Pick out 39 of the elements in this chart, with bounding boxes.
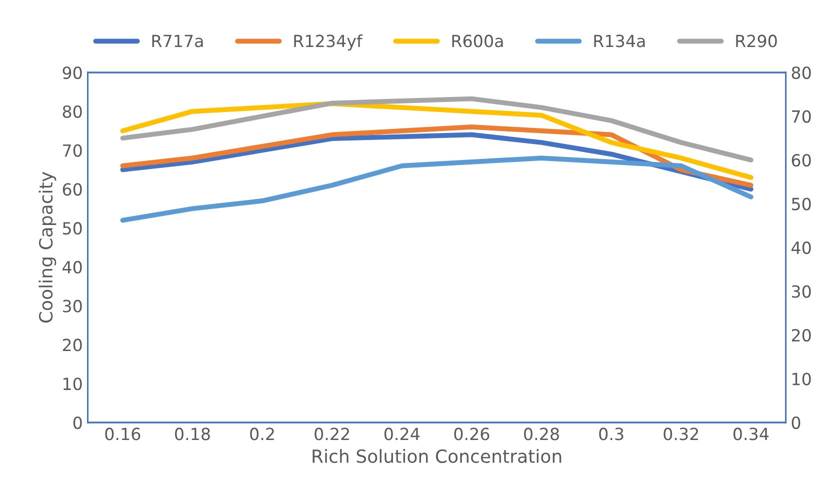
x-axis-title: Rich Solution Concentration [312, 449, 562, 464]
x-tick-label: 0.34 [733, 428, 769, 440]
y2-tick-label: 80 [792, 66, 811, 80]
y-axis-title: Cooling Capacity [38, 172, 56, 323]
legend-label: R600a [452, 34, 503, 48]
y-tick-label: 0 [73, 416, 82, 430]
y2-tick-label: 40 [792, 241, 811, 254]
x-tick-label: 0.28 [524, 428, 559, 440]
y-tick-label: 20 [62, 338, 82, 352]
y2-tick-label: 30 [792, 285, 811, 298]
legend-label: R290 [736, 34, 777, 48]
legend-label: R717a [152, 34, 203, 48]
y2-tick-label: 60 [792, 154, 811, 167]
y-tick-label: 30 [62, 300, 82, 312]
y2-tick-label: 10 [792, 372, 811, 386]
x-tick-label: 0.2 [250, 428, 274, 440]
legend-label: R1234yf [294, 34, 363, 50]
x-tick-label: 0.3 [599, 428, 624, 440]
y2-tick-label: 50 [792, 198, 811, 210]
y-tick-label: 40 [62, 260, 82, 274]
y-tick-label: 90 [62, 66, 82, 80]
legend-label: R134a [594, 34, 645, 48]
x-tick-label: 0.18 [175, 428, 210, 440]
x-tick-label: 0.26 [454, 428, 490, 440]
y-tick-label: 50 [62, 222, 82, 235]
y2-tick-label: 20 [792, 328, 811, 342]
y-tick-label: 60 [62, 183, 82, 196]
x-tick-label: 0.16 [105, 428, 140, 440]
line-series [120, 156, 754, 223]
line-series [120, 96, 754, 162]
x-tick-label: 0.22 [314, 428, 349, 440]
y-tick-label: 10 [64, 378, 82, 390]
x-tick-label: 0.32 [664, 428, 698, 440]
line-series [120, 101, 754, 180]
y-tick-label: 70 [63, 144, 82, 157]
y-tick-label: 80 [62, 105, 82, 118]
y2-tick-label: 0 [792, 416, 800, 430]
x-tick-label: 0.24 [384, 428, 420, 440]
y2-tick-label: 70 [792, 110, 811, 123]
